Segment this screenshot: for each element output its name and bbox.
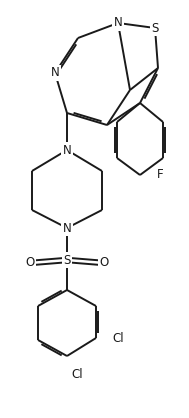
Text: N: N xyxy=(63,222,71,234)
Text: Cl: Cl xyxy=(71,367,83,380)
Text: O: O xyxy=(99,257,109,270)
Text: S: S xyxy=(63,253,71,267)
Text: O: O xyxy=(25,257,35,270)
Text: F: F xyxy=(157,168,163,181)
Text: Cl: Cl xyxy=(112,331,124,344)
Text: N: N xyxy=(51,66,59,79)
Text: N: N xyxy=(63,143,71,156)
Text: N: N xyxy=(114,16,122,30)
Text: S: S xyxy=(151,21,159,35)
